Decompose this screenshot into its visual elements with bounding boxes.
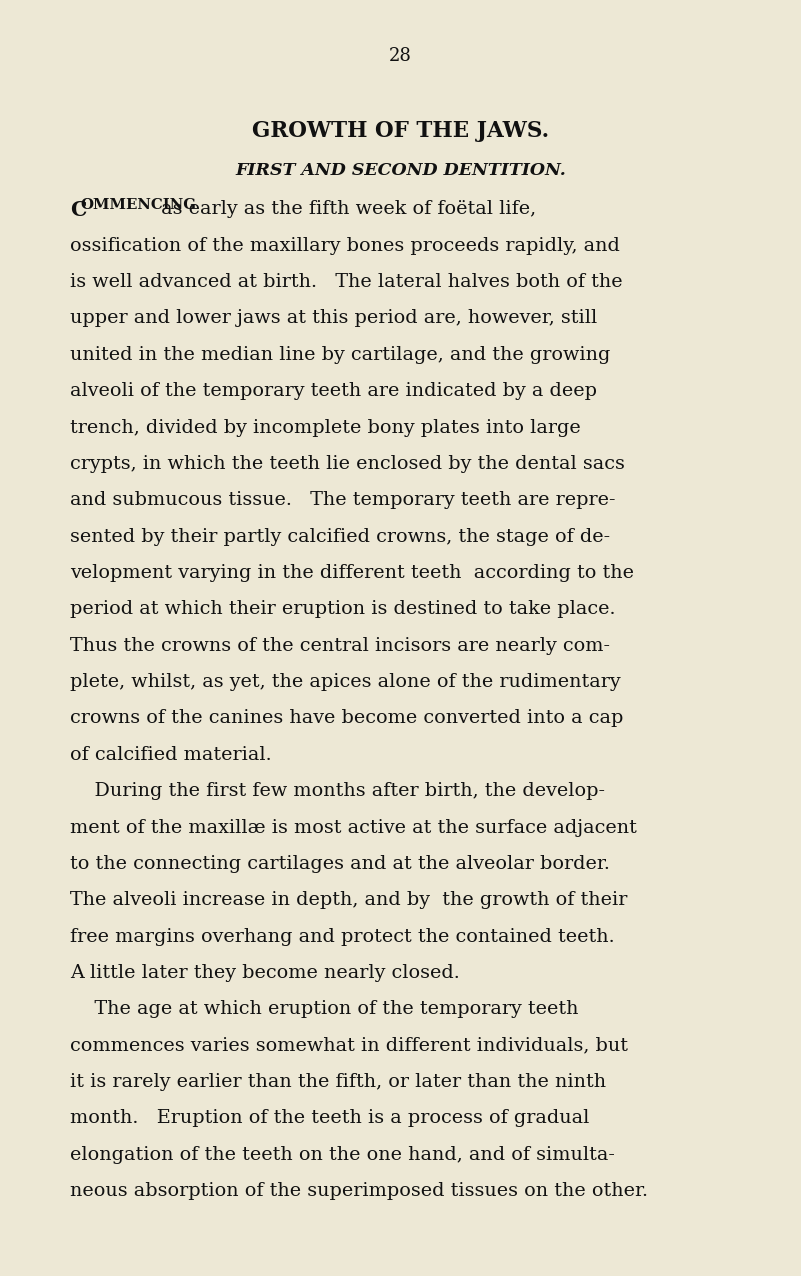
Text: The alveoli increase in depth, and by  the growth of their: The alveoli increase in depth, and by th…	[70, 891, 628, 910]
Text: plete, whilst, as yet, the apices alone of the rudimentary: plete, whilst, as yet, the apices alone …	[70, 672, 621, 692]
Text: 28: 28	[389, 47, 412, 65]
Text: neous absorption of the superimposed tissues on the other.: neous absorption of the superimposed tis…	[70, 1182, 649, 1201]
Text: A little later they become nearly closed.: A little later they become nearly closed…	[70, 963, 461, 983]
Text: velopment varying in the different teeth  according to the: velopment varying in the different teeth…	[70, 564, 634, 582]
Text: During the first few months after birth, the develop-: During the first few months after birth,…	[70, 782, 606, 800]
Text: The age at which eruption of the temporary teeth: The age at which eruption of the tempora…	[70, 1000, 579, 1018]
Text: ment of the maxillæ is most active at the surface adjacent: ment of the maxillæ is most active at th…	[70, 818, 638, 837]
Text: crypts, in which the teeth lie enclosed by the dental sacs: crypts, in which the teeth lie enclosed …	[70, 454, 626, 473]
Text: free margins overhang and protect the contained teeth.: free margins overhang and protect the co…	[70, 928, 615, 946]
Text: OMMENCING: OMMENCING	[81, 198, 196, 212]
Text: month.   Eruption of the teeth is a process of gradual: month. Eruption of the teeth is a proces…	[70, 1109, 590, 1128]
Text: and submucous tissue.   The temporary teeth are repre-: and submucous tissue. The temporary teet…	[70, 491, 616, 509]
Text: upper and lower jaws at this period are, however, still: upper and lower jaws at this period are,…	[70, 309, 598, 328]
Text: ossification of the maxillary bones proceeds rapidly, and: ossification of the maxillary bones proc…	[70, 237, 620, 255]
Text: C: C	[70, 200, 87, 221]
Text: it is rarely earlier than the fifth, or later than the ninth: it is rarely earlier than the fifth, or …	[70, 1073, 606, 1091]
Text: commences varies somewhat in different individuals, but: commences varies somewhat in different i…	[70, 1036, 629, 1055]
Text: elongation of the teeth on the one hand, and of simulta-: elongation of the teeth on the one hand,…	[70, 1146, 615, 1164]
Text: of calcified material.: of calcified material.	[70, 745, 272, 764]
Text: crowns of the canines have become converted into a cap: crowns of the canines have become conver…	[70, 709, 624, 727]
Text: trench, divided by incomplete bony plates into large: trench, divided by incomplete bony plate…	[70, 419, 582, 436]
Text: Thus the crowns of the central incisors are nearly com-: Thus the crowns of the central incisors …	[70, 637, 610, 655]
Text: period at which their eruption is destined to take place.: period at which their eruption is destin…	[70, 600, 616, 619]
Text: as early as the fifth week of foëtal life,: as early as the fifth week of foëtal lif…	[155, 200, 537, 218]
Text: united in the median line by cartilage, and the growing: united in the median line by cartilage, …	[70, 346, 611, 364]
Text: is well advanced at birth.   The lateral halves both of the: is well advanced at birth. The lateral h…	[70, 273, 623, 291]
Text: sented by their partly calcified crowns, the stage of de-: sented by their partly calcified crowns,…	[70, 527, 610, 546]
Text: alveoli of the temporary teeth are indicated by a deep: alveoli of the temporary teeth are indic…	[70, 382, 598, 401]
Text: GROWTH OF THE JAWS.: GROWTH OF THE JAWS.	[252, 120, 549, 142]
Text: FIRST AND SECOND DENTITION.: FIRST AND SECOND DENTITION.	[235, 162, 566, 179]
Text: to the connecting cartilages and at the alveolar border.: to the connecting cartilages and at the …	[70, 855, 610, 873]
